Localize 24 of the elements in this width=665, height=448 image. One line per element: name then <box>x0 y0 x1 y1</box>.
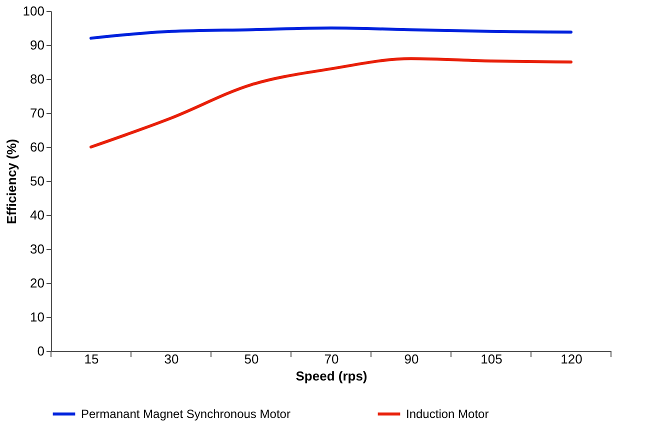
y-axis-title: Efficiency (%) <box>4 138 19 224</box>
y-tick-label: 40 <box>30 208 44 222</box>
y-tick-label: 90 <box>30 38 44 52</box>
y-tick-label: 50 <box>30 174 44 188</box>
x-tick-label: 105 <box>480 352 502 366</box>
legend-label: Permanant Magnet Synchronous Motor <box>81 407 290 421</box>
x-tick-label: 90 <box>404 352 419 366</box>
y-tick-label: 60 <box>30 140 44 154</box>
y-tick-label: 100 <box>22 4 44 18</box>
x-tick-label: 30 <box>164 352 179 366</box>
x-tick-label: 70 <box>324 352 339 366</box>
y-tick-label: 0 <box>37 344 44 358</box>
y-tick-label: 10 <box>30 310 44 324</box>
y-tick-label: 70 <box>30 106 44 120</box>
line-series <box>90 57 572 148</box>
legend-label: Induction Motor <box>406 407 489 421</box>
y-tick-label: 30 <box>30 242 44 256</box>
x-tick-label: 50 <box>244 352 259 366</box>
x-tick-label: 15 <box>84 352 99 366</box>
line-series <box>90 26 572 40</box>
y-tick-label: 20 <box>30 276 44 290</box>
x-axis-title: Speed (rps) <box>296 368 368 384</box>
y-tick-label: 80 <box>30 72 44 86</box>
x-tick-label: 120 <box>560 352 582 366</box>
